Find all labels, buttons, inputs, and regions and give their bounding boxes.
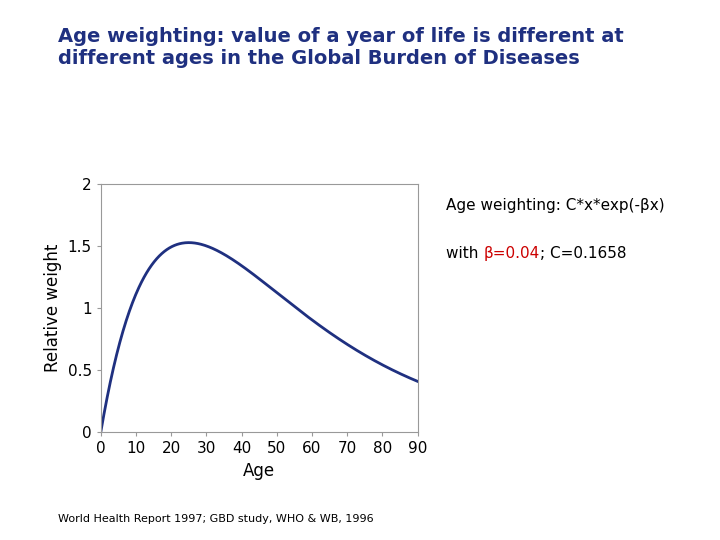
Text: World Health Report 1997; GBD study, WHO & WB, 1996: World Health Report 1997; GBD study, WHO… [58, 514, 373, 524]
Text: ; C=0.1658: ; C=0.1658 [540, 246, 626, 261]
Text: with: with [446, 246, 484, 261]
Text: β=0.04: β=0.04 [484, 246, 540, 261]
Text: Age weighting: value of a year of life is different at
different ages in the Glo: Age weighting: value of a year of life i… [58, 27, 624, 68]
X-axis label: Age: Age [243, 462, 275, 480]
Y-axis label: Relative weight: Relative weight [44, 244, 62, 372]
Text: Age weighting: C*x*exp(-βx): Age weighting: C*x*exp(-βx) [446, 198, 665, 213]
